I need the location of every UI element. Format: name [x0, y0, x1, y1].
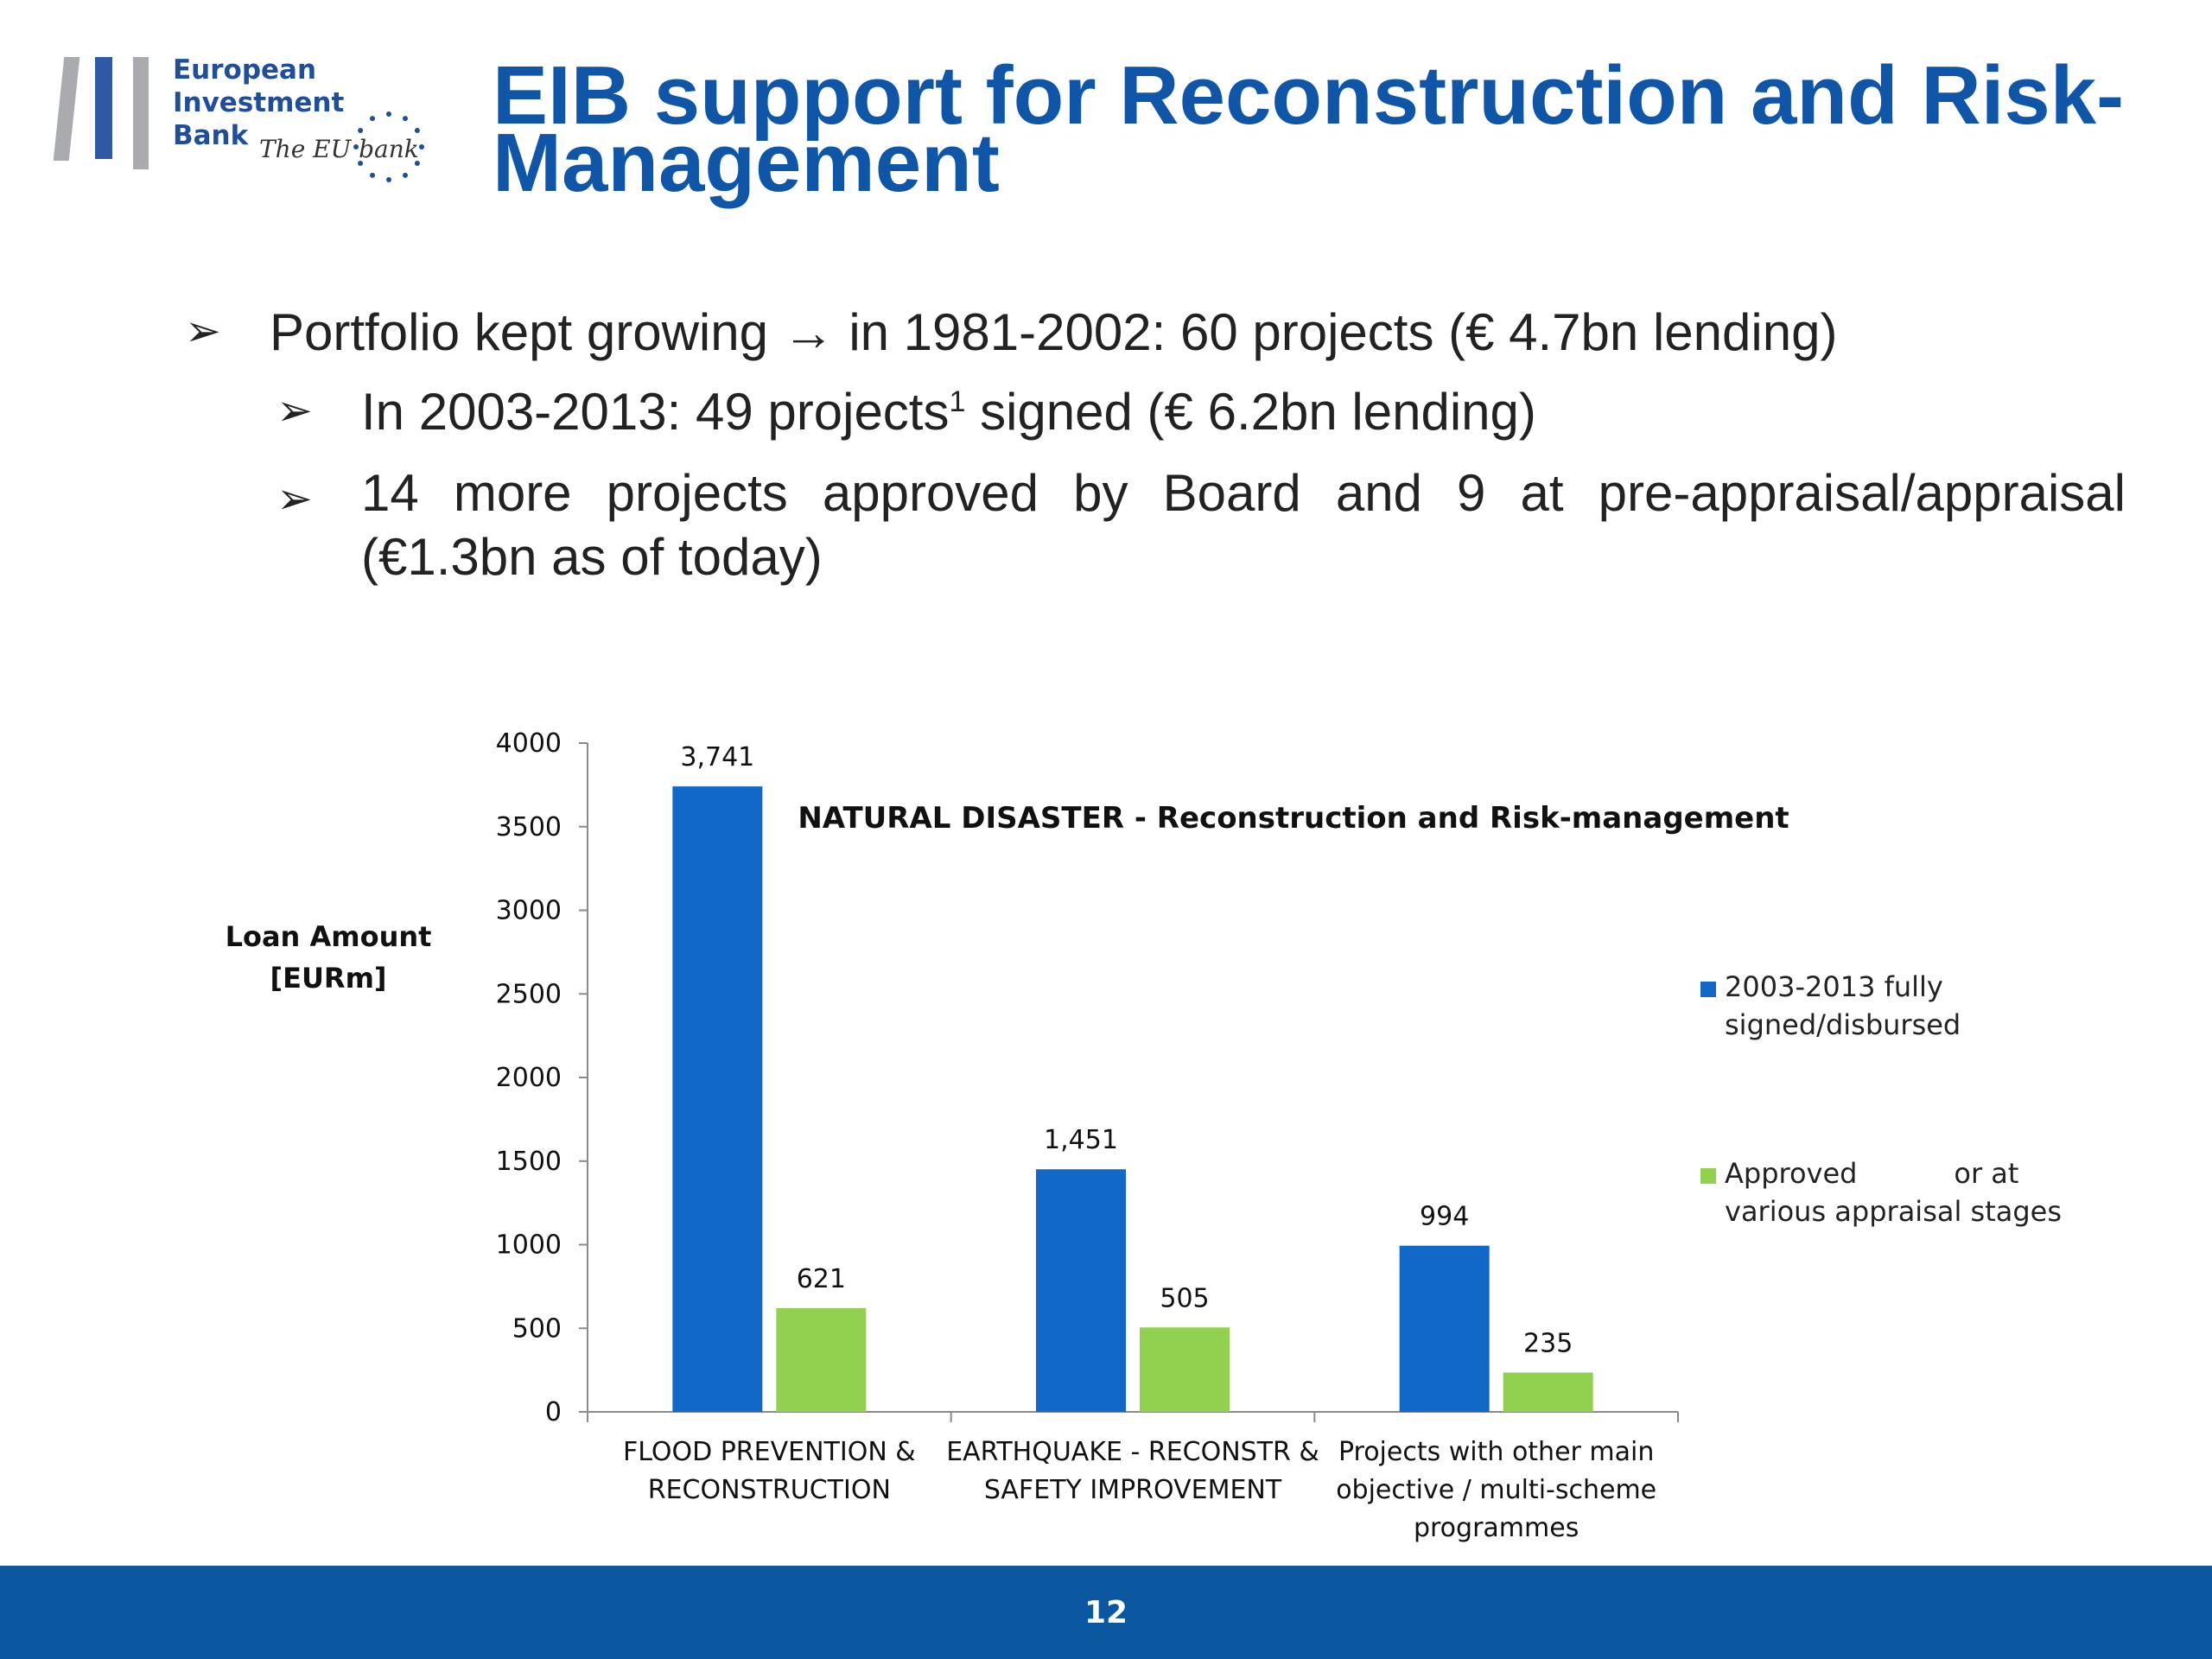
bullet-text: signed (€ 6.2bn lending) [965, 383, 1536, 441]
bullet-item: ➢ In 2003-2013: 49 projects1 signed (€ 6… [276, 382, 1536, 442]
eu-star [370, 116, 375, 122]
eu-star [370, 172, 375, 178]
y-tick-label: 1500 [496, 1147, 562, 1177]
logo-line-2: Investment [173, 87, 345, 118]
slide-title: EIB support for Reconstruction and Risk-… [493, 49, 2125, 209]
eib-logo: European Investment Bank The EU bank [52, 50, 449, 197]
footnote-marker: 1 [949, 385, 966, 418]
x-tick-label: FLOOD PREVENTION & [623, 1437, 916, 1467]
footer-bar [0, 1566, 2212, 1659]
eu-star [403, 116, 408, 122]
y-tick-label: 3000 [496, 896, 562, 926]
eu-star [386, 177, 391, 182]
x-tick-label: EARTHQUAKE - RECONSTR & [946, 1437, 1319, 1467]
logo-line-1: European [173, 54, 317, 86]
bullet-text-continued: (€1.3bn as of today) [361, 528, 823, 586]
eu-star [414, 161, 420, 166]
bar [1036, 1169, 1126, 1412]
bar-chart: 0 500 1000 1500 2000 2500 3000 3500 4000 3,741 621… [496, 728, 1789, 1543]
y-tick-label: 0 [545, 1397, 562, 1427]
logo-tagline: The EU bank [259, 135, 419, 163]
bullet-arrow-icon: ➢ [185, 306, 221, 356]
y-tick-label: 1000 [496, 1230, 562, 1261]
bullet-item: ➢ 14 more projects approved by Board and… [276, 461, 2126, 589]
bullet-item: ➢ Portfolio kept growing → in 1981-2002:… [185, 302, 1838, 362]
eu-star [419, 144, 424, 149]
y-axis-label-line: Loan Amount [225, 920, 432, 953]
data-label: 235 [1523, 1329, 1573, 1359]
data-label: 994 [1420, 1202, 1469, 1232]
y-axis-label-line: [EURm] [270, 962, 387, 995]
x-tick-label: programmes [1414, 1513, 1579, 1543]
eu-star [403, 172, 408, 178]
legend-swatch [1700, 982, 1716, 997]
bar [1399, 1245, 1490, 1412]
eu-star [414, 128, 420, 133]
legend-swatch [1700, 1168, 1716, 1184]
logo-stripe [133, 57, 149, 169]
eu-star [386, 111, 391, 117]
bullet-arrow-icon: ➢ [276, 385, 313, 435]
y-tick-label: 2000 [496, 1063, 562, 1093]
data-label: 3,741 [680, 742, 754, 772]
bullet-text: In 2003-2013: 49 projects [361, 383, 950, 441]
legend-entry: 2003-2013 fully signed/disbursed [1725, 970, 1961, 1041]
eu-star [358, 128, 364, 133]
bar [1140, 1327, 1230, 1412]
legend-entry: Approved or at various appraisal stages [1725, 1157, 2063, 1228]
logo-stripe [95, 57, 112, 159]
y-tick-label: 3500 [496, 812, 562, 842]
bar [776, 1307, 867, 1412]
bullet-text: 14 more projects approved by Board and 9… [361, 464, 2126, 522]
data-label: 505 [1160, 1283, 1209, 1313]
page-number: 12 [1084, 1595, 1128, 1630]
data-label: 621 [797, 1264, 846, 1294]
eu-stars-icon [353, 111, 424, 182]
data-label: 1,451 [1044, 1125, 1118, 1155]
bullet-arrow-icon: ➢ [276, 474, 313, 524]
x-tick-label: Projects with other main [1338, 1437, 1654, 1467]
x-tick-label: RECONSTRUCTION [648, 1475, 891, 1505]
chart-y-axis-label: Loan Amount [EURm] [207, 916, 449, 999]
y-tick-label: 2500 [496, 979, 562, 1009]
y-tick-label: 500 [512, 1313, 562, 1344]
bullet-text: Portfolio kept growing → in 1981-2002: 6… [270, 303, 1838, 361]
x-tick-label: objective / multi-scheme [1336, 1475, 1656, 1505]
logo-wordmark: European Investment Bank [173, 54, 344, 152]
y-tick-label: 4000 [496, 728, 562, 759]
bar [1503, 1372, 1593, 1412]
chart-title: NATURAL DISASTER - Reconstruction and Ri… [798, 801, 1789, 836]
eu-star [358, 161, 364, 166]
bar [672, 786, 763, 1412]
x-tick-label: SAFETY IMPROVEMENT [984, 1475, 1282, 1505]
logo-line-3: Bank [173, 120, 249, 151]
eu-star [353, 144, 359, 149]
